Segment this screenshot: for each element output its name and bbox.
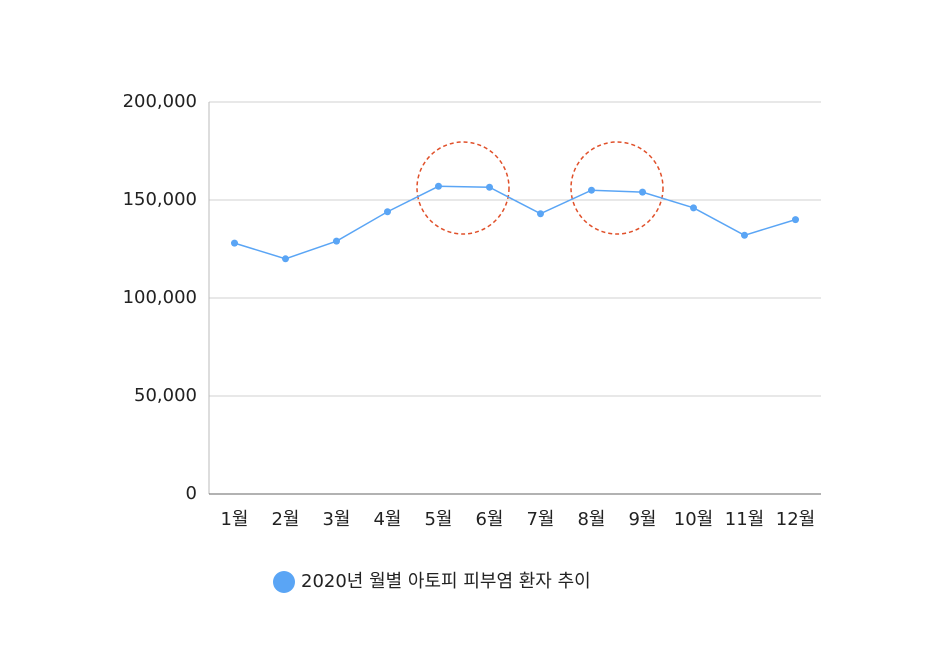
y-tick-label: 150,000 bbox=[123, 189, 197, 210]
y-tick-label: 50,000 bbox=[134, 385, 197, 406]
y-tick-label: 0 bbox=[186, 483, 197, 504]
x-tick-label: 7월 bbox=[526, 509, 554, 530]
x-tick-label: 11월 bbox=[725, 509, 764, 530]
data-point bbox=[741, 231, 748, 239]
x-tick-label: 1월 bbox=[220, 509, 248, 530]
x-tick-label: 12월 bbox=[776, 509, 815, 530]
highlight-circle bbox=[416, 141, 510, 235]
data-point bbox=[384, 208, 391, 216]
x-tick-label: 6월 bbox=[475, 509, 503, 530]
x-tick-label: 2월 bbox=[271, 509, 299, 530]
x-tick-label: 5월 bbox=[424, 509, 452, 530]
data-point bbox=[435, 182, 442, 190]
data-point bbox=[792, 216, 799, 224]
data-point bbox=[588, 186, 595, 194]
x-tick-label: 10월 bbox=[674, 509, 713, 530]
x-tick-label: 4월 bbox=[373, 509, 401, 530]
y-tick-label: 200,000 bbox=[123, 91, 197, 112]
data-point bbox=[486, 183, 493, 191]
data-point bbox=[282, 255, 289, 263]
series-line bbox=[234, 185, 796, 260]
legend-marker bbox=[273, 571, 295, 593]
data-point bbox=[333, 237, 340, 245]
x-tick-label: 8월 bbox=[577, 509, 605, 530]
data-point bbox=[537, 210, 544, 218]
highlight-circle bbox=[570, 141, 664, 235]
y-tick-label: 100,000 bbox=[123, 287, 197, 308]
x-tick-label: 9월 bbox=[628, 509, 656, 530]
data-point bbox=[231, 239, 238, 247]
legend-label: 2020년 월별 아토피 피부염 환자 추이 bbox=[301, 571, 591, 592]
data-point bbox=[690, 204, 697, 212]
data-point bbox=[639, 188, 646, 196]
x-tick-label: 3월 bbox=[322, 509, 350, 530]
